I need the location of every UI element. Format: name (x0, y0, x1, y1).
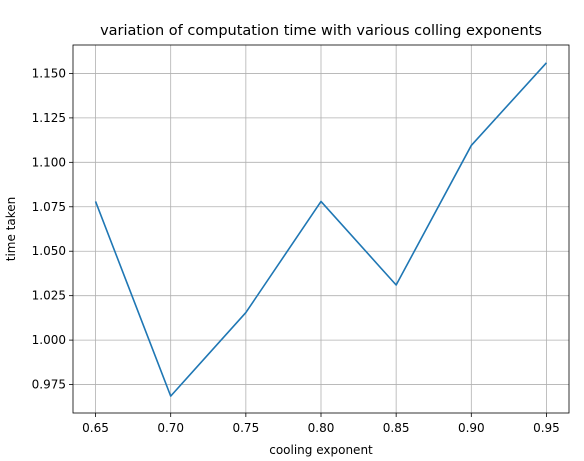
x-tick-label: 0.70 (157, 421, 184, 435)
x-tick-label: 0.90 (458, 421, 485, 435)
x-axis-label: cooling exponent (269, 443, 373, 457)
x-tick-label: 0.85 (383, 421, 410, 435)
x-tick-label: 0.80 (308, 421, 335, 435)
grid (73, 45, 569, 413)
ticks: 0.65 0.70 0.75 0.80 0.85 0.90 0.95 0.975 1.000 1.… (32, 66, 560, 435)
x-tick-label: 0.75 (232, 421, 259, 435)
y-tick-label: 1.075 (32, 200, 66, 214)
y-tick-label: 1.150 (32, 66, 66, 80)
y-tick-label: 1.025 (32, 289, 66, 303)
y-tick-label: 1.100 (32, 155, 66, 169)
series (94, 62, 548, 397)
y-tick-label: 1.050 (32, 244, 66, 258)
y-tick-label: 1.125 (32, 111, 66, 125)
y-tick-label: 0.975 (32, 378, 66, 392)
y-axis-label: time taken (4, 197, 18, 262)
x-tick-label: 0.95 (533, 421, 560, 435)
chart-title: variation of computation time with vario… (100, 23, 542, 39)
y-tick-label: 1.000 (32, 333, 66, 347)
x-tick-label: 0.65 (82, 421, 109, 435)
